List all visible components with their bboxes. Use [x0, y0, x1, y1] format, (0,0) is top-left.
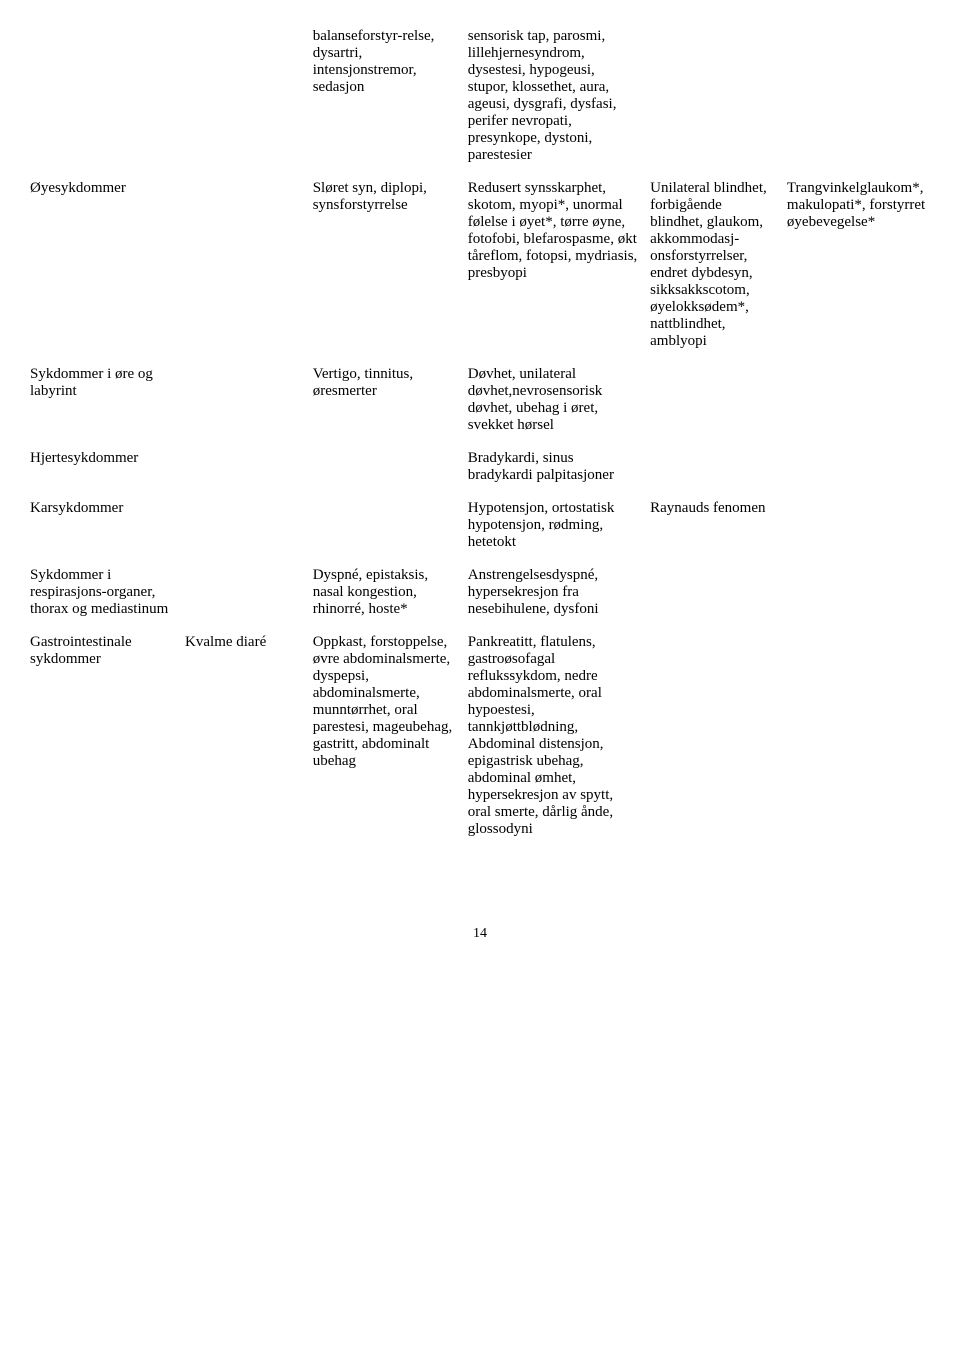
cell-col2 [179, 358, 307, 442]
cell-category [24, 20, 179, 172]
cell-col5: Unilateral blindhet, forbigående blindhe… [644, 172, 781, 358]
cell-col4: Pankreatitt, flatulens, gastroøsofagal r… [462, 626, 644, 846]
cell-col4: Anstrengelsesdyspné, hypersekresjon fra … [462, 559, 644, 626]
cell-col3: Dyspné, epistaksis, nasal kongestion, rh… [307, 559, 462, 626]
table-row: Sykdommer i respirasjons-organer, thorax… [24, 559, 936, 626]
cell-col6 [781, 442, 936, 492]
table-row: Hjertesykdommer Bradykardi, sinus bradyk… [24, 442, 936, 492]
cell-col3 [307, 442, 462, 492]
cell-col2 [179, 559, 307, 626]
cell-col6 [781, 559, 936, 626]
cell-col4: Døvhet, unilateral døvhet,nevrosensorisk… [462, 358, 644, 442]
cell-col6 [781, 358, 936, 442]
cell-col5: Raynauds fenomen [644, 492, 781, 559]
cell-category: Gastrointestinale sykdommer [24, 626, 179, 846]
cell-col6: Trangvinkelglaukom*, makulopati*, forsty… [781, 172, 936, 358]
cell-col2 [179, 20, 307, 172]
cell-col3: Sløret syn, diplopi, synsforstyrrelse [307, 172, 462, 358]
cell-col4: Hypotensjon, ortostatisk hypotensjon, rø… [462, 492, 644, 559]
cell-category: Sykdommer i respirasjons-organer, thorax… [24, 559, 179, 626]
cell-col4: Redusert synsskarphet, skotom, myopi*, u… [462, 172, 644, 358]
table-row: balanseforstyr-relse, dysartri, intensjo… [24, 20, 936, 172]
cell-col5 [644, 626, 781, 846]
cell-category: Karsykdommer [24, 492, 179, 559]
cell-col5 [644, 20, 781, 172]
cell-col2 [179, 172, 307, 358]
table-row: Sykdommer i øre og labyrint Vertigo, tin… [24, 358, 936, 442]
cell-col5 [644, 442, 781, 492]
cell-category: Øyesykdommer [24, 172, 179, 358]
medical-table: balanseforstyr-relse, dysartri, intensjo… [24, 20, 936, 846]
cell-col2: Kvalme diaré [179, 626, 307, 846]
cell-col5 [644, 559, 781, 626]
page-number: 14 [24, 926, 936, 942]
cell-col4: sensorisk tap, parosmi, lillehjernesyndr… [462, 20, 644, 172]
cell-col4: Bradykardi, sinus bradykardi palpitasjon… [462, 442, 644, 492]
cell-col3 [307, 492, 462, 559]
cell-col3: Vertigo, tinnitus, øresmerter [307, 358, 462, 442]
cell-col3: balanseforstyr-relse, dysartri, intensjo… [307, 20, 462, 172]
cell-category: Sykdommer i øre og labyrint [24, 358, 179, 442]
table-row: Karsykdommer Hypotensjon, ortostatisk hy… [24, 492, 936, 559]
cell-col2 [179, 492, 307, 559]
table-row: Øyesykdommer Sløret syn, diplopi, synsfo… [24, 172, 936, 358]
cell-category: Hjertesykdommer [24, 442, 179, 492]
table-row: Gastrointestinale sykdommer Kvalme diaré… [24, 626, 936, 846]
cell-col6 [781, 626, 936, 846]
cell-col6 [781, 492, 936, 559]
cell-col5 [644, 358, 781, 442]
cell-col3: Oppkast, forstoppelse, øvre abdominalsme… [307, 626, 462, 846]
cell-col2 [179, 442, 307, 492]
cell-col6 [781, 20, 936, 172]
